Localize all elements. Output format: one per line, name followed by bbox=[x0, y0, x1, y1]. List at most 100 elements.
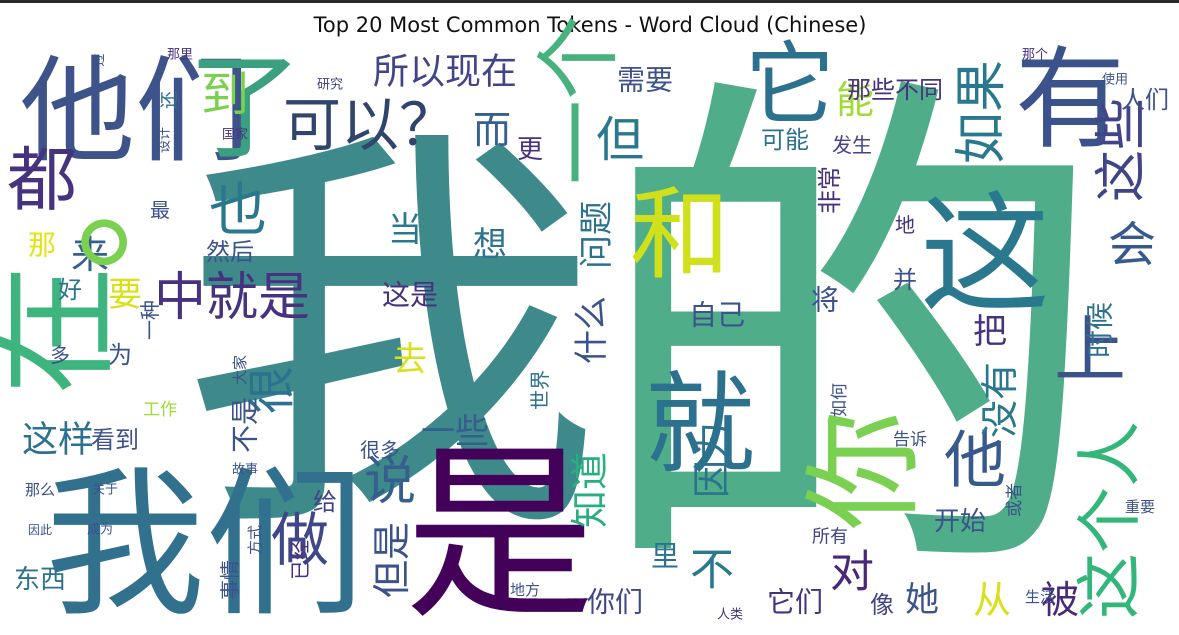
word: 做 bbox=[271, 506, 329, 574]
word: 已经 bbox=[288, 540, 312, 580]
word: 知道 bbox=[568, 452, 612, 528]
word: 地方 bbox=[510, 581, 540, 599]
word: 最 bbox=[150, 198, 170, 222]
word: 没有 bbox=[978, 362, 1022, 438]
word: 都 bbox=[7, 139, 77, 221]
word: 所有 bbox=[812, 527, 848, 548]
word: 自己 bbox=[689, 299, 745, 332]
word: 你们 bbox=[587, 586, 643, 619]
word: 我们 bbox=[45, 452, 365, 635]
word: 发生 bbox=[832, 133, 872, 157]
word: 这个人 bbox=[1072, 421, 1149, 619]
top-border bbox=[0, 0, 1179, 3]
word: 不 bbox=[690, 545, 734, 596]
word: 生活 bbox=[1025, 588, 1055, 606]
word: 想 bbox=[473, 225, 507, 265]
word: 一个 bbox=[531, 15, 630, 185]
word: 可以？ bbox=[283, 91, 457, 159]
word: 重要 bbox=[1125, 498, 1155, 516]
word: 为 bbox=[108, 341, 132, 369]
word: 因此 bbox=[28, 523, 52, 537]
word: 我 bbox=[180, 96, 600, 585]
word: 事情 bbox=[218, 560, 242, 600]
word: 上 bbox=[1054, 308, 1126, 392]
word: 很多 bbox=[360, 438, 400, 462]
word: 去 bbox=[393, 340, 427, 380]
word: 对 bbox=[830, 547, 874, 598]
word: 因为 bbox=[690, 422, 734, 498]
word: 研究 bbox=[317, 78, 343, 93]
word: 而 bbox=[473, 108, 511, 152]
word: 把 bbox=[973, 312, 1007, 352]
word: 在 bbox=[0, 265, 131, 395]
word: 里 bbox=[651, 540, 679, 573]
word: 不是 bbox=[229, 397, 262, 453]
word: 大家 bbox=[231, 355, 249, 385]
word: 能 bbox=[836, 78, 874, 122]
word: 那 bbox=[28, 229, 56, 262]
word: 设计 bbox=[158, 127, 173, 153]
word: 说 bbox=[364, 452, 416, 512]
word: 还 bbox=[160, 91, 181, 109]
word: 这 bbox=[920, 179, 1050, 331]
word: 成为 bbox=[87, 523, 113, 538]
word: 这样 bbox=[22, 420, 94, 461]
word: 是 bbox=[405, 425, 595, 635]
word: 地 bbox=[895, 213, 915, 237]
word: 看到 bbox=[91, 426, 139, 454]
word: 但是 bbox=[370, 522, 414, 598]
word: 所以现在 bbox=[373, 52, 517, 93]
word: 那个 bbox=[1022, 48, 1048, 63]
word: 故事 bbox=[232, 463, 258, 478]
word: 使用 bbox=[1102, 72, 1128, 88]
word: 他 bbox=[944, 424, 1006, 497]
word: 。 bbox=[75, 118, 225, 292]
word: 人们 bbox=[1121, 86, 1169, 114]
word: 或者 bbox=[1005, 483, 1025, 517]
word: 东西 bbox=[14, 565, 66, 595]
word: 和 bbox=[630, 177, 730, 294]
word: 国家 bbox=[222, 127, 248, 143]
chart-title: Top 20 Most Common Tokens - Word Cloud (… bbox=[313, 13, 867, 37]
word: 非常 bbox=[816, 166, 844, 214]
word: 这是 bbox=[382, 279, 438, 312]
word: 那些不同 bbox=[847, 76, 943, 104]
word: 到 bbox=[201, 67, 249, 123]
word: 过 bbox=[93, 53, 108, 66]
word: 问题 bbox=[577, 201, 617, 269]
word: 时候 bbox=[1084, 302, 1117, 358]
word: 开始 bbox=[934, 507, 986, 537]
word: 方式 bbox=[246, 525, 264, 555]
word: 会 bbox=[1108, 217, 1156, 273]
word: 当 bbox=[388, 210, 422, 250]
word: 很 bbox=[244, 366, 300, 414]
word: 但 bbox=[596, 112, 644, 168]
word: 如果 bbox=[952, 60, 1012, 164]
word: 如何 bbox=[830, 383, 850, 417]
word: 像 bbox=[870, 591, 894, 619]
word: 要 bbox=[108, 275, 142, 315]
word: 有 bbox=[1015, 36, 1125, 164]
word: 更 bbox=[517, 135, 543, 165]
word: 给 bbox=[313, 488, 337, 516]
word: 也 bbox=[209, 176, 267, 244]
word: 一种 bbox=[138, 300, 162, 340]
word: 好 bbox=[58, 276, 82, 304]
word: 这些 bbox=[1092, 98, 1152, 202]
word: 中就是 bbox=[154, 268, 310, 328]
word: 被 bbox=[1041, 578, 1079, 622]
word: 可能 bbox=[761, 126, 809, 154]
word: 它 bbox=[745, 33, 835, 138]
word: 人类 bbox=[717, 608, 743, 623]
word: 将 bbox=[811, 284, 839, 317]
word: 从 bbox=[973, 578, 1011, 622]
word: 关于 bbox=[92, 483, 118, 498]
word: 什么 bbox=[572, 296, 612, 364]
word: 了 bbox=[187, 41, 302, 175]
word: 来 bbox=[71, 233, 109, 277]
word: 并 bbox=[893, 266, 917, 294]
word: 的 bbox=[590, 37, 1110, 635]
